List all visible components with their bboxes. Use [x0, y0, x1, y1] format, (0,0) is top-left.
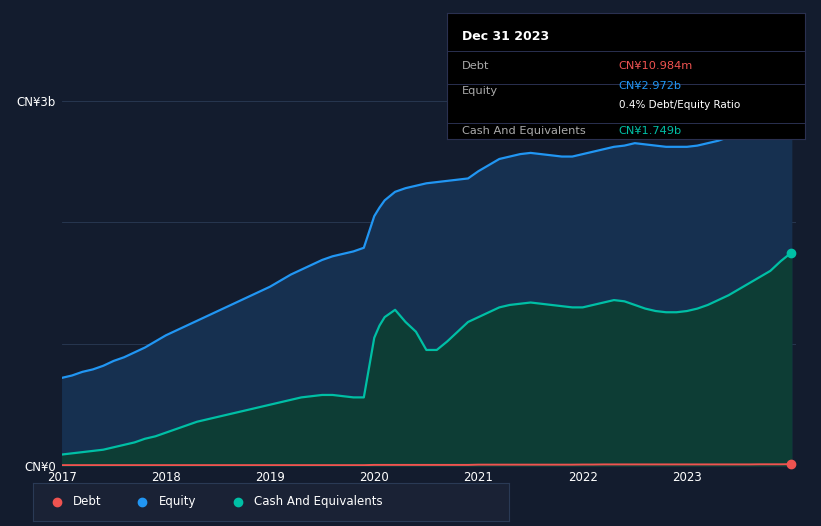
Text: Equity: Equity — [461, 86, 498, 96]
Text: CN¥1.749b: CN¥1.749b — [619, 126, 682, 136]
Text: 0.4% Debt/Equity Ratio: 0.4% Debt/Equity Ratio — [619, 100, 740, 110]
Text: Debt: Debt — [461, 61, 489, 71]
Text: Cash And Equivalents: Cash And Equivalents — [255, 495, 383, 508]
Text: Dec 31 2023: Dec 31 2023 — [461, 29, 549, 43]
Text: Debt: Debt — [73, 495, 102, 508]
Text: CN¥2.972b: CN¥2.972b — [619, 82, 682, 92]
Text: Equity: Equity — [159, 495, 196, 508]
Text: CN¥10.984m: CN¥10.984m — [619, 61, 693, 71]
Text: Cash And Equivalents: Cash And Equivalents — [461, 126, 585, 136]
